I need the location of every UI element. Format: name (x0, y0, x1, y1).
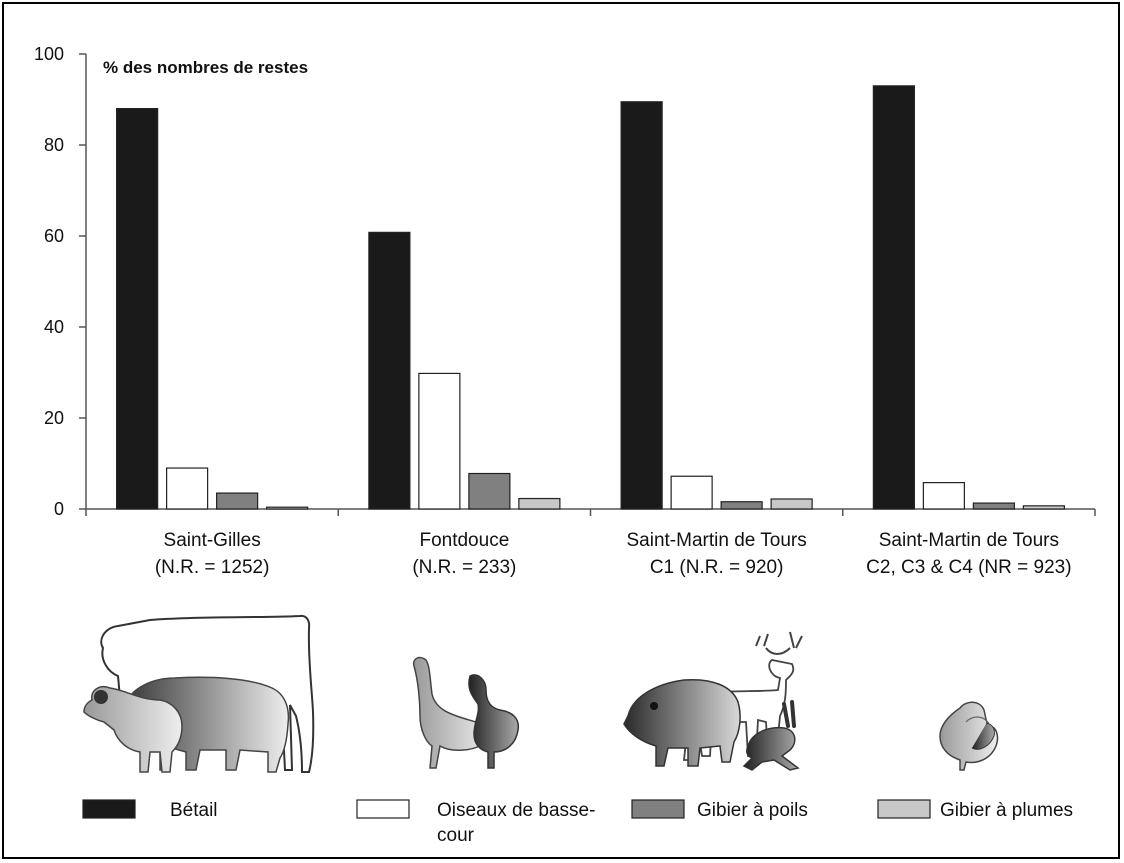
axes: 0 20 40 60 80 100 (34, 44, 1096, 519)
y-tick-label: 80 (44, 135, 64, 155)
category-labels: Saint-Gilles (N.R. = 1252) Fontdouce (N.R. … (155, 530, 1072, 578)
y-tick-label: 100 (34, 44, 64, 64)
bar (872, 85, 915, 510)
legend-label: Bétail (170, 800, 218, 821)
category-label: C2, C3 & C4 (NR = 923) (866, 557, 1071, 578)
bar (518, 497, 561, 510)
bar (216, 492, 259, 510)
y-axis-label: % des nombres de restes (103, 58, 308, 77)
bar (1022, 505, 1065, 510)
legend-swatch (631, 799, 685, 819)
y-tick-label: 0 (54, 499, 64, 519)
y-tick-label: 40 (44, 317, 64, 337)
bar (116, 107, 159, 510)
y-tick-label: 20 (44, 408, 64, 428)
bar (418, 372, 461, 510)
bar (468, 472, 511, 510)
bar (922, 482, 965, 510)
bars (116, 85, 1065, 510)
category-label: (N.R. = 1252) (155, 557, 270, 578)
bar (770, 498, 813, 510)
y-tick-label: 60 (44, 226, 64, 246)
bar (620, 101, 663, 510)
category-label: Saint-Martin de Tours (879, 530, 1059, 551)
category-label: (N.R. = 233) (412, 557, 516, 578)
legend-label: cour (437, 825, 475, 846)
game-bird-icon (939, 701, 999, 771)
bar (166, 467, 209, 510)
legend-label: Gibier à plumes (940, 800, 1073, 821)
legend-label: Gibier à poils (697, 800, 808, 821)
bar (266, 506, 309, 510)
bar (972, 502, 1015, 510)
legend-label: Oiseaux de basse- (437, 800, 595, 821)
category-label: Saint-Martin de Tours (627, 530, 807, 551)
game-mammal-icon (623, 631, 803, 771)
livestock-icon (83, 614, 315, 773)
legend-swatch (877, 799, 931, 819)
poultry-icon (412, 656, 520, 769)
bar (670, 475, 713, 510)
category-label: C1 (N.R. = 920) (650, 557, 784, 578)
bar (368, 231, 411, 510)
category-label: Fontdouce (419, 530, 509, 551)
category-label: Saint-Gilles (164, 530, 261, 551)
legend-swatch (82, 799, 136, 819)
bar (720, 501, 763, 510)
legend-swatch (356, 799, 410, 819)
legend: Bétail Oiseaux de basse-cour Gibier à poil… (82, 799, 1073, 846)
